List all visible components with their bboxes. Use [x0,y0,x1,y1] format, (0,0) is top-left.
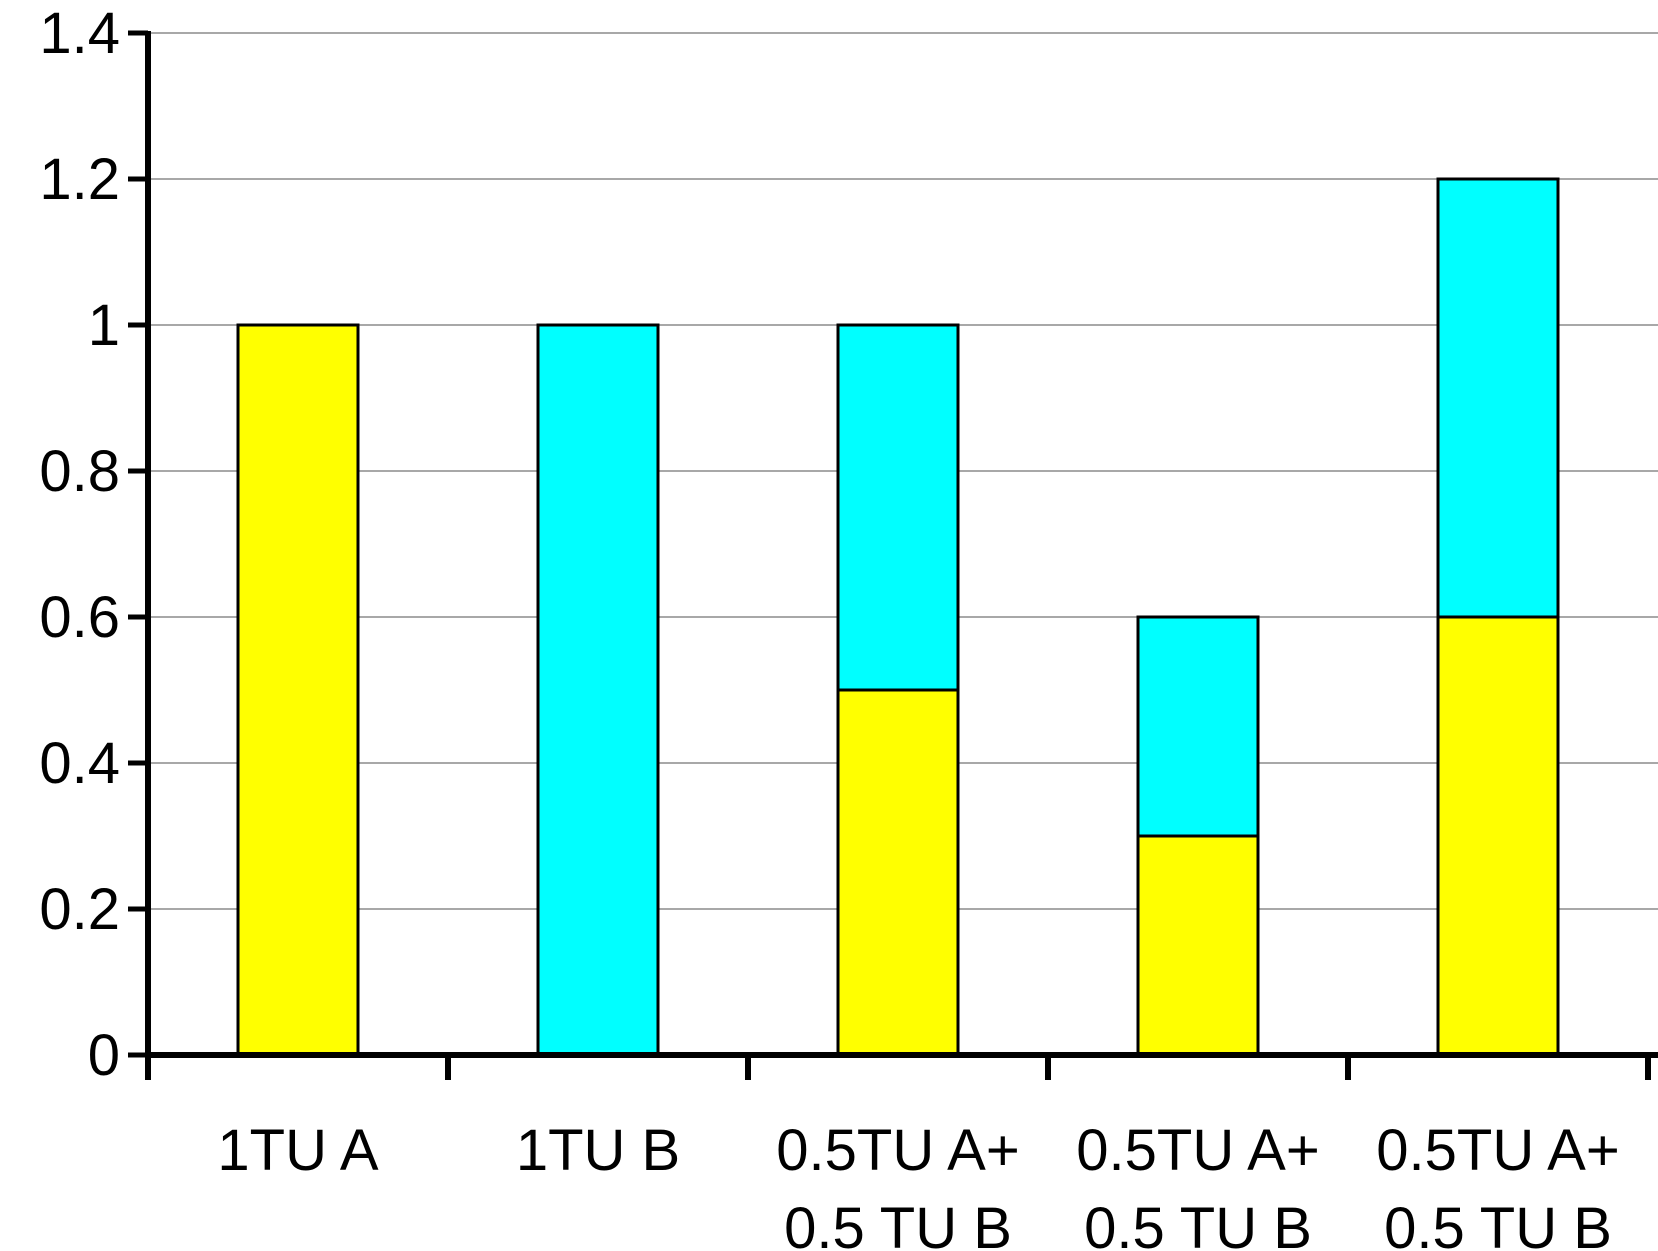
bar-segment [1136,834,1260,1057]
category-label: 0.5 TU B [1084,1196,1312,1251]
y-tick-label: 0.4 [39,731,120,796]
bar-segment [536,323,660,1057]
bar-segment [1436,177,1560,619]
x-tick-labels: 1TU A 1TU B 0.5TU A+ 0.5 TU B 0.5TU A+ 0.5 TU… [217,1118,1619,1251]
category-label: 0.5 TU B [1384,1196,1612,1251]
y-tick-label: 1.4 [39,1,120,66]
bar-segment [236,323,360,1057]
axes [128,30,1658,1080]
y-tick-labels: 0 0.2 0.4 0.6 0.8 1 1.2 1.4 [39,1,120,1088]
category-label: 0.5TU A+ [1376,1118,1619,1183]
bar-segment [1436,615,1560,1057]
bar-segment [1136,615,1260,838]
category-label: 1TU B [516,1118,680,1183]
category-label: 1TU A [217,1118,378,1183]
y-tick-label: 0.8 [39,439,120,504]
bar-segment [836,688,960,1057]
bars [236,177,1560,1057]
y-tick-label: 0.2 [39,877,120,942]
category-label: 0.5TU A+ [776,1118,1019,1183]
y-tick-label: 0.6 [39,585,120,650]
bar-segment [836,323,960,692]
category-label: 0.5 TU B [784,1196,1012,1251]
y-tick-label: 1 [88,293,120,358]
y-tick-label: 0 [88,1023,120,1088]
y-tick-label: 1.2 [39,147,120,212]
category-label: 0.5TU A+ [1076,1118,1319,1183]
